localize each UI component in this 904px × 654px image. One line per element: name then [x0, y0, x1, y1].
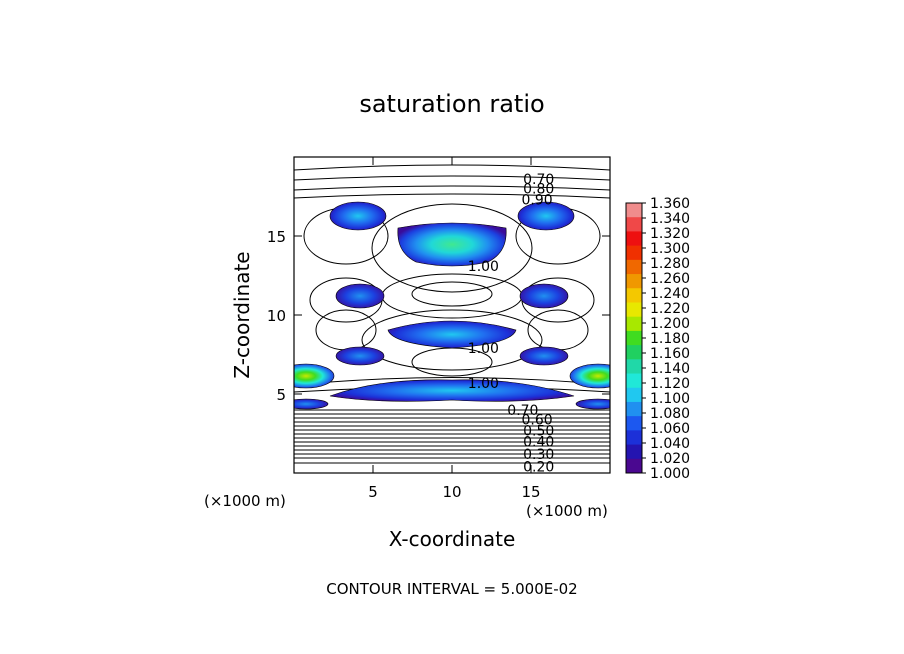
contour-label: 0.60: [522, 412, 553, 428]
y-axis-label: Z-coordinate: [230, 251, 254, 378]
colorbar-label: 1.000: [650, 466, 690, 482]
colorbar-label: 1.120: [650, 376, 690, 392]
colorbar-swatch: [626, 444, 642, 460]
colorbar-label: 1.100: [650, 391, 690, 407]
x-axis-label: X-coordinate: [389, 527, 516, 551]
contour-label: 0.40: [523, 434, 554, 450]
colorbar-label: 1.180: [650, 331, 690, 347]
colorbar-swatch: [626, 259, 642, 275]
colorbar-label: 1.160: [650, 346, 690, 362]
contour-label: 0.70: [523, 172, 554, 188]
colorbar-swatch: [626, 430, 642, 446]
chart-title: saturation ratio: [359, 90, 544, 118]
contour-label: 0.80: [523, 182, 554, 198]
x-tick-label: 5: [368, 483, 378, 501]
colorbar-swatch: [626, 401, 642, 417]
colorbar-swatch: [626, 458, 642, 474]
colorbar-swatch: [626, 245, 642, 261]
x-axis-unit-left: (×1000 m): [204, 492, 286, 510]
y-tick-label: 5: [276, 386, 286, 404]
y-axis-ticks: 5 10 15: [267, 228, 610, 404]
colorbar-swatch: [626, 231, 642, 247]
contour-label: 1.00: [468, 259, 499, 275]
colorbar-label: 1.080: [650, 406, 690, 422]
plot-area: 0.700.800.901.001.001.000.200.300.400.50…: [294, 164, 610, 473]
y-tick-label: 10: [267, 307, 286, 325]
colorbar-swatch: [626, 359, 642, 375]
colorbar-swatch: [626, 416, 642, 431]
x-tick-label: 15: [521, 483, 540, 501]
colorbar-swatch: [626, 373, 642, 389]
contour-label: 0.50: [523, 423, 554, 439]
contour-label: 1.00: [468, 376, 499, 392]
colorbar-label: 1.300: [650, 241, 690, 257]
colorbar-label: 1.040: [650, 436, 690, 452]
colorbar-swatch: [626, 302, 642, 318]
colorbar-label: 1.360: [650, 196, 690, 212]
colorbar-label: 1.280: [650, 256, 690, 272]
colorbar-label: 1.060: [650, 421, 690, 437]
colorbar-label: 1.240: [650, 286, 690, 302]
colorbar-label: 1.220: [650, 301, 690, 317]
colorbar: 1.3601.3401.3201.3001.2801.2601.2401.220…: [625, 196, 690, 482]
colorbar-swatch: [626, 330, 642, 346]
contour-interval-note: CONTOUR INTERVAL = 5.000E-02: [326, 580, 577, 598]
colorbar-swatch: [626, 316, 642, 332]
contour-label: 0.90: [522, 193, 553, 209]
y-tick-label: 15: [267, 228, 286, 246]
colorbar-label: 1.140: [650, 361, 690, 377]
colorbar-swatch: [626, 203, 642, 218]
colorbar-label: 1.320: [650, 226, 690, 242]
x-axis-ticks: 5 10 15: [368, 157, 541, 501]
colorbar-swatch: [626, 387, 642, 403]
colorbar-label: 1.200: [650, 316, 690, 332]
contour-label: 0.70: [507, 403, 538, 419]
colorbar-swatch: [626, 274, 642, 289]
x-axis-unit-right: (×1000 m): [526, 502, 608, 520]
x-tick-label: 10: [442, 483, 461, 501]
contour-label: 0.30: [523, 447, 554, 463]
colorbar-swatch: [626, 345, 642, 360]
colorbar-label: 1.260: [650, 271, 690, 287]
colorbar-swatch: [626, 288, 642, 303]
colorbar-swatch: [626, 217, 642, 232]
colorbar-label: 1.340: [650, 211, 690, 227]
contour-label: 1.00: [468, 341, 499, 357]
colorbar-label: 1.020: [650, 451, 690, 467]
